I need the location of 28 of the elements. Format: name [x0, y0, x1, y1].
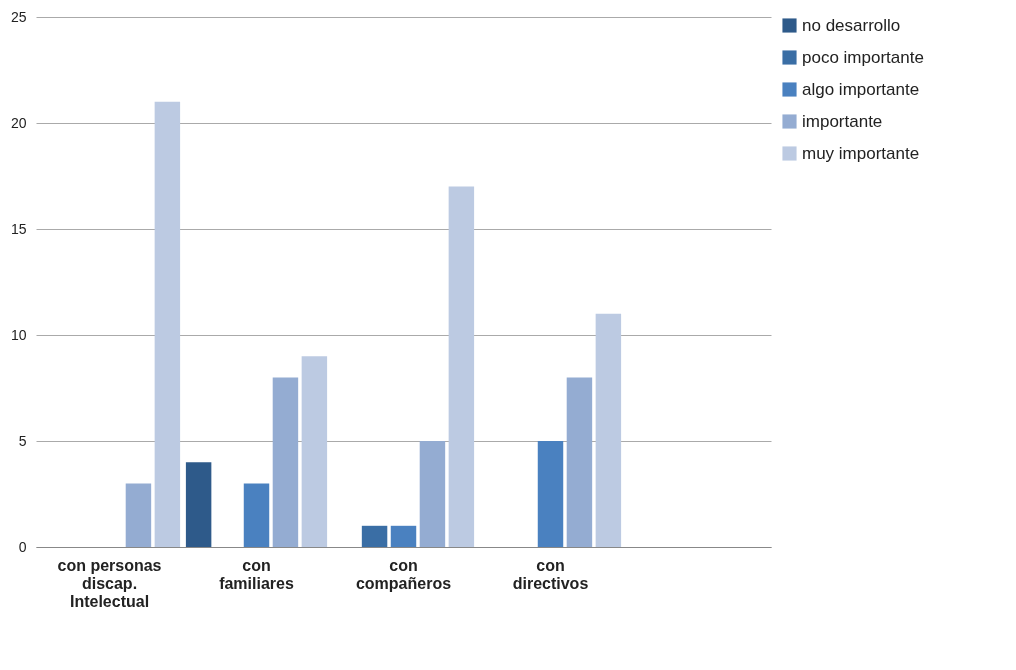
y-tick-label: 0 [18, 538, 27, 555]
bar [595, 313, 622, 547]
bar [390, 525, 417, 547]
bar [154, 101, 181, 547]
legend-label: muy importante [802, 143, 920, 163]
legend-label: importante [802, 111, 883, 131]
y-tick-label: 10 [10, 326, 27, 343]
bar [419, 441, 446, 547]
bar [125, 483, 152, 547]
bar [537, 441, 564, 547]
legend-label: algo importante [802, 79, 920, 99]
bar [243, 483, 270, 547]
bar [361, 525, 388, 547]
x-tick-label: con directivos [512, 556, 589, 592]
x-tick-label: con compañeros [355, 556, 452, 592]
bar [272, 377, 299, 547]
y-tick-label: 5 [18, 432, 27, 449]
y-tick-label: 20 [10, 114, 27, 131]
x-tick-label: con personas discap. Intelectual [57, 556, 162, 610]
bar [566, 377, 593, 547]
y-tick-label: 25 [10, 8, 27, 25]
y-tick-label: 15 [10, 220, 27, 237]
x-tick-label: con familiares [219, 556, 294, 592]
legend-label: no desarrollo [802, 15, 901, 35]
bar [448, 186, 475, 547]
bar [185, 462, 212, 547]
bar [301, 356, 328, 547]
legend-label: poco importante [802, 47, 924, 67]
